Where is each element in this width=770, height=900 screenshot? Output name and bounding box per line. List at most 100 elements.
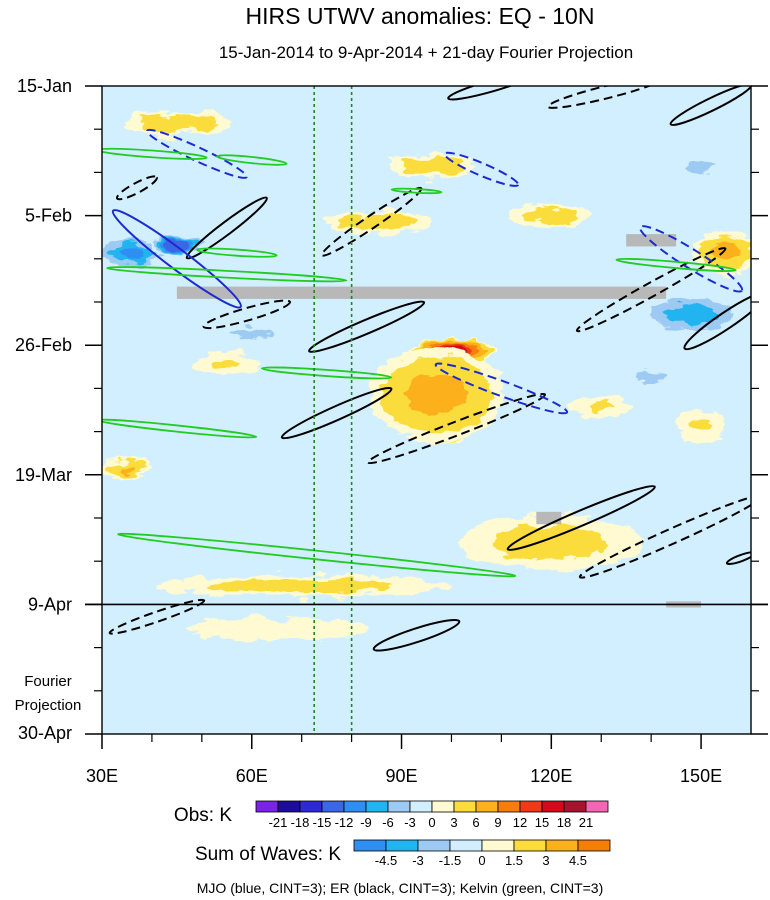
waves-colorbar-swatch-0 bbox=[353, 839, 387, 852]
er-contour-12 bbox=[506, 485, 656, 551]
obs-colorbar-swatch-10 bbox=[475, 800, 499, 813]
obs-colorbar-swatch-8 bbox=[431, 800, 455, 813]
er-contour-14 bbox=[725, 551, 751, 566]
y-tick-label-0: 15-Jan bbox=[17, 76, 72, 96]
waves-colorbar: Sum of Waves: K -4.5 -3 -1.5 0 1.5 3 4.5 bbox=[195, 839, 611, 868]
waves-colorbar-tick-0: -4.5 bbox=[375, 853, 397, 868]
er-contour-7 bbox=[683, 290, 751, 351]
footnote: MJO (blue, CINT=3); ER (black, CINT=3); … bbox=[197, 880, 604, 896]
y-tick-label-1: 5-Feb bbox=[25, 206, 72, 226]
waves-colorbar-tick-5: 3 bbox=[542, 853, 549, 868]
obs-colorbar-swatch-7 bbox=[409, 800, 433, 813]
chart-title: HIRS UTWV anomalies: EQ - 10N bbox=[246, 3, 595, 29]
kelvin-contour-24 bbox=[106, 266, 348, 283]
anomaly-blob-5-2 bbox=[152, 117, 202, 129]
anomaly-blob-20-1 bbox=[209, 486, 265, 501]
kelvin-contour-30 bbox=[615, 258, 737, 272]
obs-colorbar-label: Obs: K bbox=[174, 805, 232, 826]
waves-colorbar-tick-6: 4.5 bbox=[569, 853, 587, 868]
kelvin-contour-25 bbox=[196, 247, 278, 258]
y-tick-label-2: 26-Feb bbox=[15, 335, 72, 355]
er-contour-5 bbox=[320, 186, 423, 257]
plot-area bbox=[102, 86, 751, 734]
anomaly-blob-21-2 bbox=[687, 159, 716, 173]
obs-colorbar-tick-14: 21 bbox=[579, 815, 593, 830]
obs-colorbar-tick-0: -21 bbox=[269, 815, 288, 830]
missing-data-bar-2 bbox=[536, 511, 562, 525]
anomaly-blob-27-1 bbox=[198, 92, 226, 105]
x-tick-label-2: 90E bbox=[386, 766, 418, 786]
obs-colorbar-tick-10: 9 bbox=[494, 815, 501, 830]
y-tick-label-4: 9-Apr bbox=[28, 594, 72, 614]
obs-colorbar-swatch-12 bbox=[519, 800, 543, 813]
er-contour-16 bbox=[372, 618, 461, 652]
anomaly-blob-23-1 bbox=[631, 568, 671, 579]
anomaly-blob-26-0 bbox=[217, 661, 386, 696]
kelvin-contour-28 bbox=[117, 532, 517, 578]
kelvin-contour-23 bbox=[216, 154, 288, 166]
anomaly-blob-9-1 bbox=[493, 525, 609, 560]
chart-subtitle: 15-Jan-2014 to 9-Apr-2014 + 21-day Fouri… bbox=[219, 43, 633, 62]
obs-colorbar-tick-7: 0 bbox=[428, 815, 435, 830]
obs-colorbar-swatch-6 bbox=[387, 800, 411, 813]
missing-data-bar-0 bbox=[176, 286, 667, 299]
obs-colorbar-swatch-5 bbox=[365, 800, 389, 813]
mjo-contour-17 bbox=[146, 128, 248, 179]
obs-colorbar-swatch-14 bbox=[563, 800, 587, 813]
projection-label-line1: Fourier bbox=[24, 673, 72, 690]
waves-colorbar-swatch-1 bbox=[385, 839, 419, 852]
obs-colorbar-tick-3: -12 bbox=[335, 815, 354, 830]
er-contour-9 bbox=[308, 300, 426, 353]
obs-colorbar-tick-6: -3 bbox=[404, 815, 416, 830]
wave-contours bbox=[102, 86, 751, 652]
anomaly-blob-18-2 bbox=[230, 327, 273, 339]
anomaly-blob-19-2 bbox=[635, 370, 667, 382]
obs-colorbar-tick-2: -15 bbox=[313, 815, 332, 830]
anomaly-blob-12-1 bbox=[587, 401, 616, 413]
anomaly-blob-13-1 bbox=[212, 358, 241, 369]
er-contour-10 bbox=[280, 386, 393, 440]
waves-colorbar-swatch-5 bbox=[513, 839, 547, 852]
obs-colorbar-tick-1: -18 bbox=[291, 815, 310, 830]
anomaly-blob-17-5 bbox=[672, 307, 710, 322]
anomaly-blob-8-3 bbox=[118, 465, 136, 473]
waves-colorbar-tick-1: -3 bbox=[412, 853, 424, 868]
projection-label: Fourier Projection bbox=[15, 673, 82, 714]
obs-colorbar-swatch-4 bbox=[343, 800, 367, 813]
waves-colorbar-tick-2: -1.5 bbox=[439, 853, 461, 868]
plot-frame bbox=[101, 85, 752, 735]
mjo-contour-18 bbox=[443, 151, 520, 187]
waves-colorbar-tick-4: 1.5 bbox=[505, 853, 523, 868]
obs-colorbar-swatch-0 bbox=[255, 800, 279, 813]
anomaly-blob-2-3 bbox=[405, 373, 468, 416]
x-tick-label-3: 120E bbox=[530, 766, 572, 786]
obs-colorbar-tick-4: -9 bbox=[360, 815, 372, 830]
obs-colorbar-swatch-9 bbox=[453, 800, 477, 813]
mjo-contour-19 bbox=[111, 209, 242, 309]
mjo-contour-20 bbox=[639, 225, 744, 293]
er-contour-3 bbox=[115, 175, 158, 201]
waves-colorbar-swatch-7 bbox=[577, 839, 611, 852]
axes: 15-Jan 5-Feb 26-Feb 19-Mar 9-Apr 30-Apr 30E 60E… bbox=[15, 76, 768, 786]
waves-colorbar-swatch-2 bbox=[417, 839, 451, 852]
er-contour-8 bbox=[202, 299, 292, 330]
x-tick-label-1: 60E bbox=[236, 766, 268, 786]
kelvin-contour-22 bbox=[102, 147, 208, 160]
anomaly-blob-7-3 bbox=[710, 243, 742, 263]
kelvin-contour-26 bbox=[261, 366, 393, 380]
obs-colorbar-tick-12: 15 bbox=[535, 815, 549, 830]
anomaly-blob-28-1 bbox=[517, 440, 535, 448]
obs-colorbar-tick-9: 6 bbox=[472, 815, 479, 830]
x-tick-label-0: 30E bbox=[86, 766, 118, 786]
obs-colorbar-tick-8: 3 bbox=[450, 815, 457, 830]
anomaly-field bbox=[102, 89, 751, 696]
anomaly-blob-25-1 bbox=[309, 144, 344, 152]
obs-colorbar-swatch-11 bbox=[497, 800, 521, 813]
obs-colorbar-swatch-2 bbox=[299, 800, 323, 813]
anomaly-blob-6-1 bbox=[523, 208, 579, 223]
er-contour-1 bbox=[669, 86, 751, 126]
er-contour-4 bbox=[185, 196, 268, 260]
waves-colorbar-swatch-3 bbox=[449, 839, 483, 852]
reference-lines bbox=[102, 86, 751, 734]
